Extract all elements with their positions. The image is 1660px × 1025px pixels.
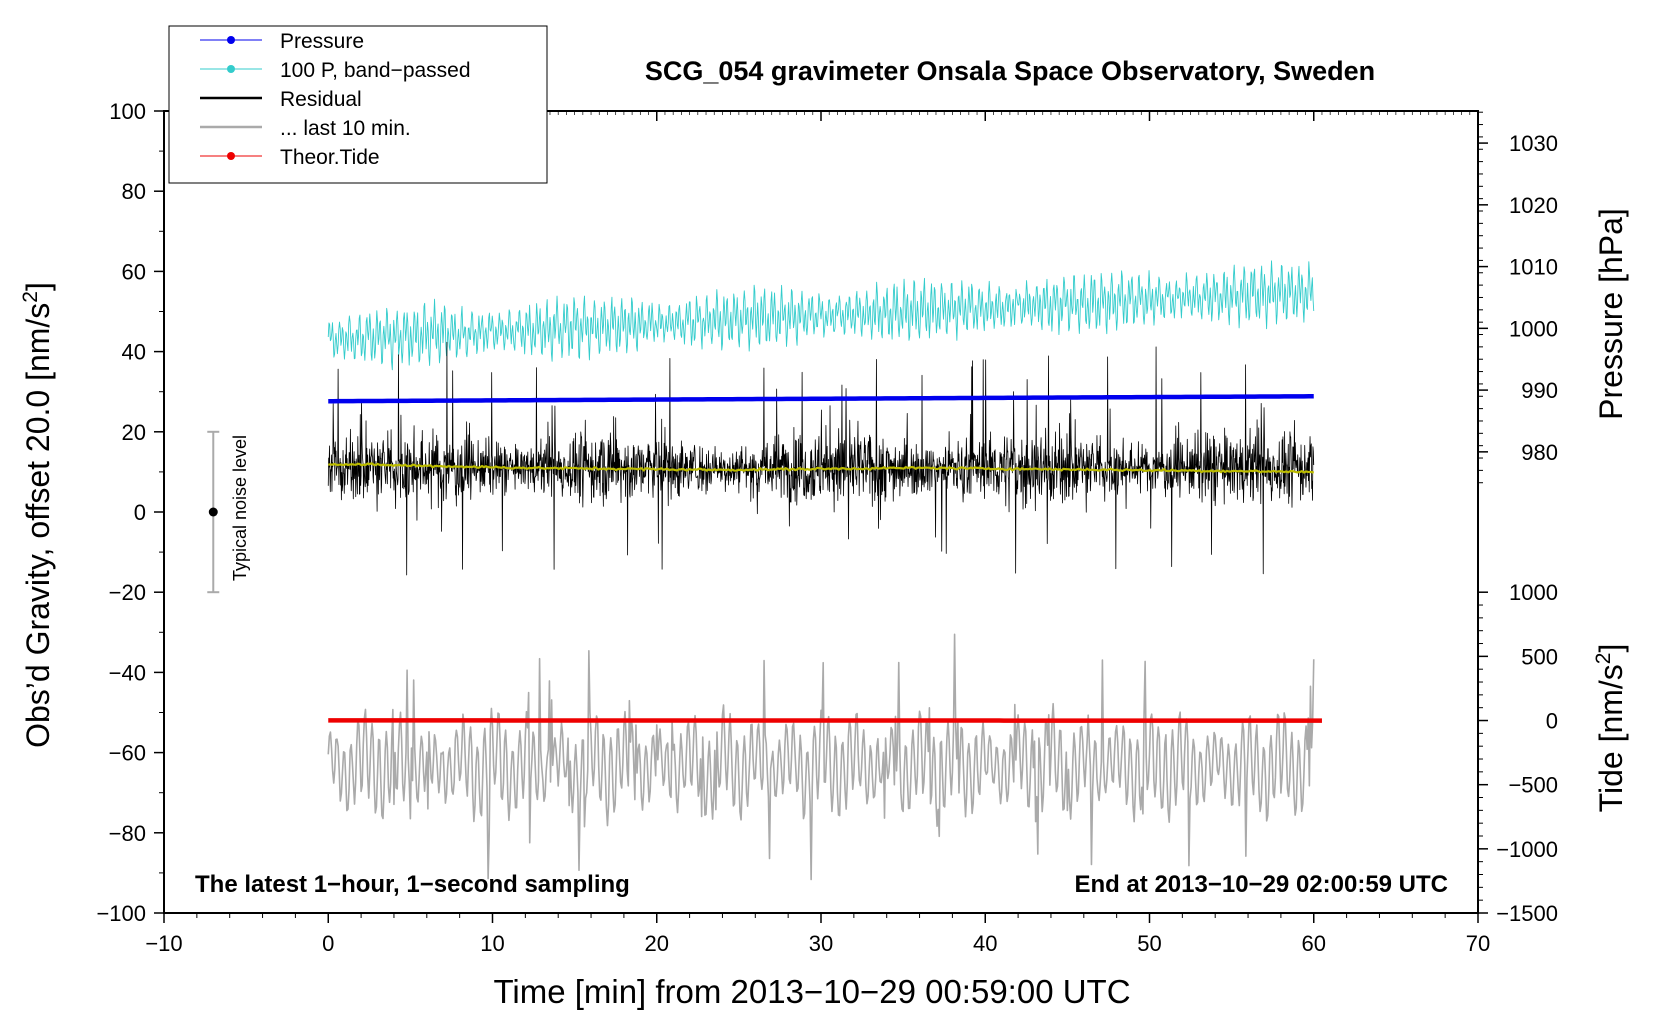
- tide-axis-label-sup: 2: [1592, 653, 1615, 665]
- y-tick-label: −80: [109, 821, 146, 846]
- x-tick-label: 40: [973, 931, 997, 956]
- annotation-sampling: The latest 1−hour, 1−second sampling: [195, 871, 630, 898]
- tide-axis-label-close: ]: [1593, 644, 1629, 653]
- legend-label: Residual: [280, 88, 362, 111]
- pressure-tick-label: 980: [1521, 440, 1558, 465]
- x-tick-label: 0: [322, 931, 334, 956]
- y-axis-left: −100 −80 −60 −40 −20 0 20 40 60 80 100: [96, 99, 164, 926]
- noise-level-label: Typical noise level: [230, 435, 250, 581]
- y-tick-label: −60: [109, 741, 146, 766]
- y-tick-label: 20: [122, 420, 146, 445]
- x-axis-label: Time [min] from 2013−10−29 00:59:00 UTC: [493, 973, 1130, 1010]
- x-tick-label: −10: [145, 931, 182, 956]
- tide-tick-label: −500: [1508, 773, 1558, 798]
- pressure-tick-label: 1030: [1509, 131, 1558, 156]
- residual-line: [328, 342, 1314, 575]
- x-tick-label: 70: [1466, 931, 1490, 956]
- legend-marker: [227, 65, 235, 73]
- tide-tick-label: 1000: [1509, 580, 1558, 605]
- pressure-tick-label: 1000: [1509, 316, 1558, 341]
- noise-bar-center: [209, 508, 218, 517]
- legend-label: Theor.Tide: [280, 146, 380, 169]
- tide-tick-label: 0: [1546, 709, 1558, 734]
- y-axis-label-unit: [nm/s: [20, 303, 56, 381]
- pressure-line: [328, 396, 1314, 401]
- pressure-tick-label: 1020: [1509, 193, 1558, 218]
- legend-label: 100 P, band−passed: [280, 59, 471, 82]
- tide-tick-label: −1500: [1496, 901, 1558, 926]
- bandpassed-line: [328, 261, 1314, 370]
- x-tick-label: 20: [645, 931, 669, 956]
- y-axis-pressure: 980 990 1000 1010 1020 1030: [1478, 112, 1558, 483]
- x-tick-label: 30: [809, 931, 833, 956]
- last-10-min-line: [328, 634, 1314, 879]
- x-axis: −10 0 10 20 30 40 50 60 70: [145, 111, 1490, 956]
- legend: Pressure 100 P, band−passed Residual ... la…: [169, 26, 547, 183]
- series-last-10-min: [328, 634, 1314, 879]
- legend-marker: [227, 152, 235, 160]
- pressure-tick-label: 990: [1521, 378, 1558, 403]
- y-tick-label: −20: [109, 580, 146, 605]
- y-tick-label: −100: [96, 901, 146, 926]
- tide-tick-label: 500: [1521, 644, 1558, 669]
- legend-marker: [227, 36, 235, 44]
- y-axis-label-sup: 2: [19, 291, 42, 303]
- annotation-end-time: End at 2013−10−29 02:00:59 UTC: [1074, 871, 1448, 898]
- x-tick-label: 50: [1137, 931, 1161, 956]
- x-tick-label: 10: [480, 931, 504, 956]
- noise-level-bar: [207, 432, 219, 592]
- tide-tick-label: −1000: [1496, 837, 1558, 862]
- series-residual: [328, 342, 1314, 575]
- x-tick-label: 60: [1302, 931, 1326, 956]
- y-tick-label: 80: [122, 179, 146, 204]
- pressure-tick-label: 1010: [1509, 255, 1558, 280]
- chart-title: SCG_054 gravimeter Onsala Space Observat…: [645, 56, 1375, 86]
- tide-axis-label-main: Tide [nm/s: [1593, 664, 1629, 812]
- series-pressure: [328, 396, 1314, 401]
- y-axis-label: Obs’d Gravity, offset 20.0 [nm/s2]: [19, 282, 56, 748]
- y-tick-label: 0: [134, 500, 146, 525]
- pressure-axis-label: Pressure [hPa]: [1593, 208, 1629, 420]
- y-tick-label: −40: [109, 660, 146, 685]
- tide-axis-label: Tide [nm/s2]: [1592, 644, 1629, 813]
- y-axis-tide: −1500 −1000 −500 0 500 1000: [1478, 580, 1558, 926]
- series-bandpassed: [328, 261, 1314, 370]
- y-tick-label: 60: [122, 259, 146, 284]
- y-tick-label: 100: [109, 99, 146, 124]
- legend-label: ... last 10 min.: [280, 117, 411, 140]
- y-axis-label-close: ]: [20, 282, 56, 291]
- y-tick-label: 40: [122, 340, 146, 365]
- legend-label: Pressure: [280, 30, 364, 53]
- y-axis-label-main: Obs’d Gravity, offset 20.0: [20, 390, 56, 748]
